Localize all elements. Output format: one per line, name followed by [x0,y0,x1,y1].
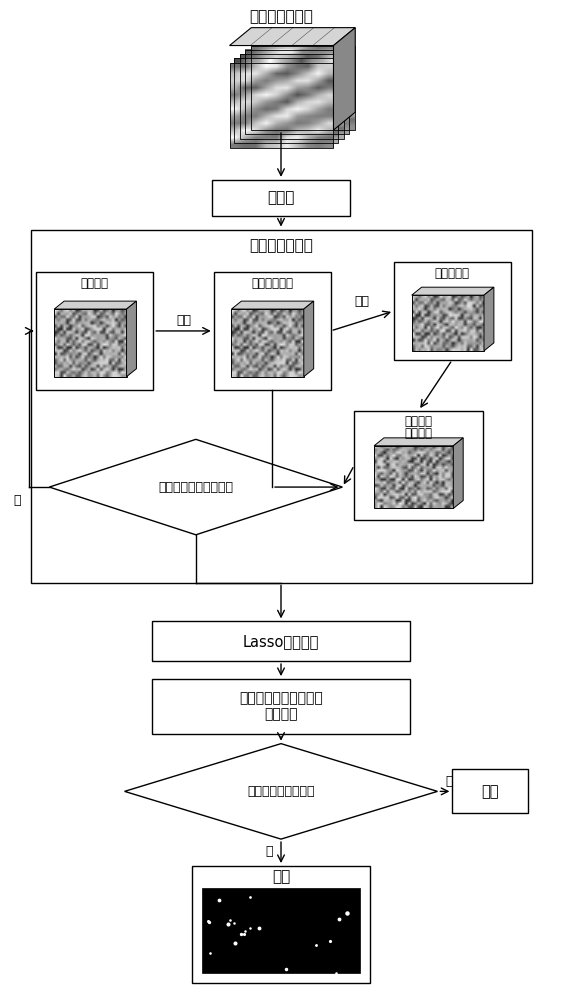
Text: 可疑像素: 可疑像素 [81,277,109,290]
Polygon shape [231,301,314,309]
Polygon shape [412,287,494,295]
Bar [394,262,511,360]
Polygon shape [230,28,355,46]
Polygon shape [127,301,136,377]
Bar [374,446,453,508]
Polygon shape [304,301,314,377]
Bar [452,769,528,813]
Bar [212,180,350,216]
Polygon shape [453,438,463,508]
Text: 更新: 更新 [355,295,370,308]
Text: 基于稀疏表达和判别信: 基于稀疏表达和判别信 [239,691,323,705]
Text: 去除: 去除 [176,314,191,328]
Bar [54,309,127,377]
Bar [192,866,370,983]
Bar [152,621,410,661]
Text: 背景样本集: 背景样本集 [435,267,470,280]
Text: 构建判别性字典: 构建判别性字典 [249,238,314,253]
Bar [240,54,345,139]
Text: 重构误差是否大于阈值: 重构误差是否大于阈值 [158,481,233,494]
Bar [245,50,349,134]
Polygon shape [484,287,494,351]
Polygon shape [333,28,355,130]
Bar [37,272,153,390]
Text: 背景字典: 背景字典 [405,415,432,428]
Text: 背景字典: 背景字典 [405,427,432,440]
Bar [30,230,533,583]
Text: Lasso稀疏重构: Lasso稀疏重构 [243,634,319,649]
Text: 检测值是否大于阈值: 检测值是否大于阈值 [247,785,315,798]
Polygon shape [124,744,437,839]
Bar [231,309,304,377]
Polygon shape [374,438,463,446]
Bar [152,679,410,734]
Bar [230,63,333,148]
Bar [202,888,360,973]
Text: 目标: 目标 [272,869,290,884]
Text: 息检测器: 息检测器 [264,707,298,721]
Bar [214,272,330,390]
Polygon shape [54,301,136,309]
Text: 是: 是 [13,494,21,507]
Text: 预检测: 预检测 [267,190,294,205]
Text: 提纯后的字典: 提纯后的字典 [251,277,293,290]
Text: 高光谱遥感图像: 高光谱遥感图像 [249,9,313,24]
Text: 背景: 背景 [481,784,499,799]
Bar [412,295,484,351]
Bar [251,46,355,130]
Text: 否: 否 [445,775,453,788]
Polygon shape [50,439,342,535]
Text: 是: 是 [265,845,273,858]
Bar [234,58,338,143]
Bar [354,410,483,520]
